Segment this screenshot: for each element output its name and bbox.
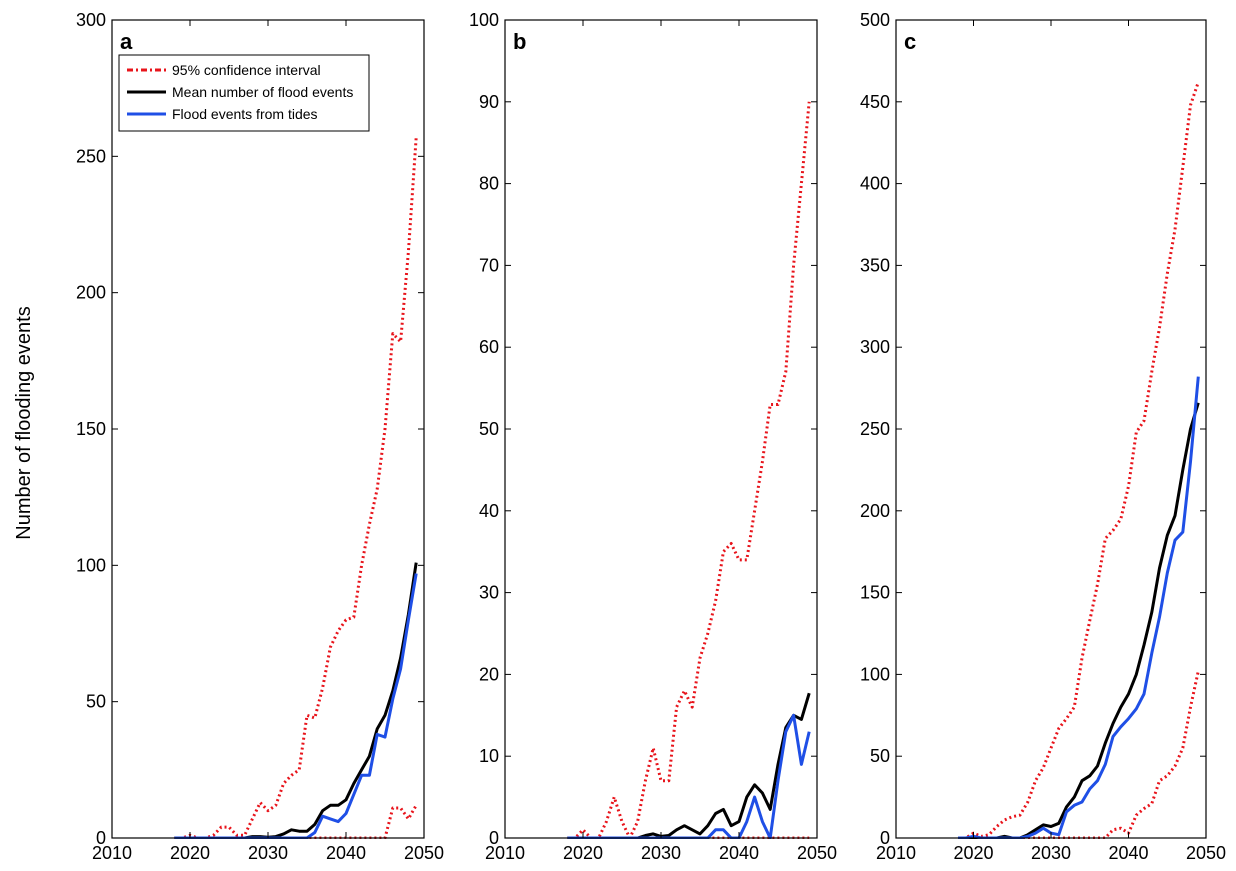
y-tick-label: 250 — [860, 419, 890, 439]
y-tick-label: 90 — [479, 92, 499, 112]
panel-label: c — [904, 29, 916, 54]
y-tick-label: 80 — [479, 174, 499, 194]
legend: 95% confidence interval Mean number of fl… — [118, 54, 370, 132]
y-tick-label: 500 — [860, 10, 890, 30]
y-axis-label: Number of flooding events — [13, 306, 35, 539]
x-tick-label: 2050 — [404, 843, 444, 863]
panel-c: 2010 2020 2030 2040 2050 0 50 100 150 200 250 300 35… — [860, 10, 1226, 863]
series-lines — [958, 81, 1200, 839]
series-line-ci-0 — [174, 137, 418, 839]
series-line-ci-1 — [174, 804, 418, 839]
x-tick-label: 2040 — [326, 843, 366, 863]
y-tick-label: 400 — [860, 174, 890, 194]
x-tick-label: 2050 — [1186, 843, 1226, 863]
legend-label: 95% confidence interval — [172, 62, 321, 78]
y-tick-label: 100 — [860, 664, 890, 684]
series-line-tides — [567, 713, 811, 839]
axes-box — [504, 19, 818, 839]
panel-label: a — [120, 29, 133, 54]
legend-label: Mean number of flood events — [172, 84, 353, 100]
series-lines — [174, 137, 418, 839]
y-tick-label: 200 — [860, 501, 890, 521]
y-tick-label: 0 — [96, 828, 106, 848]
x-tick-label: 2040 — [1108, 843, 1148, 863]
series-line-ci-0 — [958, 81, 1200, 839]
x-tick-label: 2010 — [876, 843, 916, 863]
x-tick-label: 2020 — [953, 843, 993, 863]
x-tick-label: 2020 — [170, 843, 210, 863]
x-tick-label: 2030 — [1031, 843, 1071, 863]
y-tick-label: 300 — [860, 337, 890, 357]
x-tick-label: 2030 — [248, 843, 288, 863]
y-tick-label: 300 — [76, 10, 106, 30]
y-tick-label: 0 — [880, 828, 890, 848]
y-tick-label: 20 — [479, 664, 499, 684]
x-tick-label: 2010 — [485, 843, 525, 863]
panel-label: b — [513, 29, 526, 54]
panel-b: 2010 2020 2030 2040 205001020304050607080901… — [469, 10, 837, 863]
x-tick-label: 2020 — [563, 843, 603, 863]
y-tick-label: 50 — [86, 692, 106, 712]
y-tick-label: 70 — [479, 255, 499, 275]
y-tick-label: 100 — [469, 10, 499, 30]
legend-label: Flood events from tides — [172, 106, 318, 122]
y-tick-label: 100 — [76, 555, 106, 575]
y-tick-label: 50 — [870, 746, 890, 766]
x-tick-label: 2040 — [719, 843, 759, 863]
y-tick-label: 350 — [860, 255, 890, 275]
x-tick-label: 2010 — [92, 843, 132, 863]
x-tick-label: 2030 — [641, 843, 681, 863]
series-line-tides — [174, 573, 418, 839]
y-tick-label: 50 — [479, 419, 499, 439]
y-tick-label: 450 — [860, 92, 890, 112]
series-lines — [567, 101, 811, 839]
series-line-tides — [958, 376, 1200, 839]
panel-a: 2010 2020 2030 2040 2050050100150200250300a9… — [76, 10, 444, 863]
series-line-mean — [174, 562, 418, 839]
y-tick-label: 250 — [76, 146, 106, 166]
series-line-mean — [958, 402, 1200, 839]
y-tick-label: 40 — [479, 501, 499, 521]
y-tick-label: 200 — [76, 283, 106, 303]
y-tick-label: 60 — [479, 337, 499, 357]
series-line-ci-0 — [567, 101, 811, 839]
y-tick-label: 150 — [860, 583, 890, 603]
y-tick-label: 30 — [479, 583, 499, 603]
y-tick-label: 150 — [76, 419, 106, 439]
y-tick-label: 10 — [479, 746, 499, 766]
series-line-ci-1 — [958, 670, 1200, 839]
axes-box — [111, 19, 425, 839]
x-tick-label: 2050 — [797, 843, 837, 863]
y-tick-label: 0 — [489, 828, 499, 848]
axes-box — [895, 19, 1207, 839]
